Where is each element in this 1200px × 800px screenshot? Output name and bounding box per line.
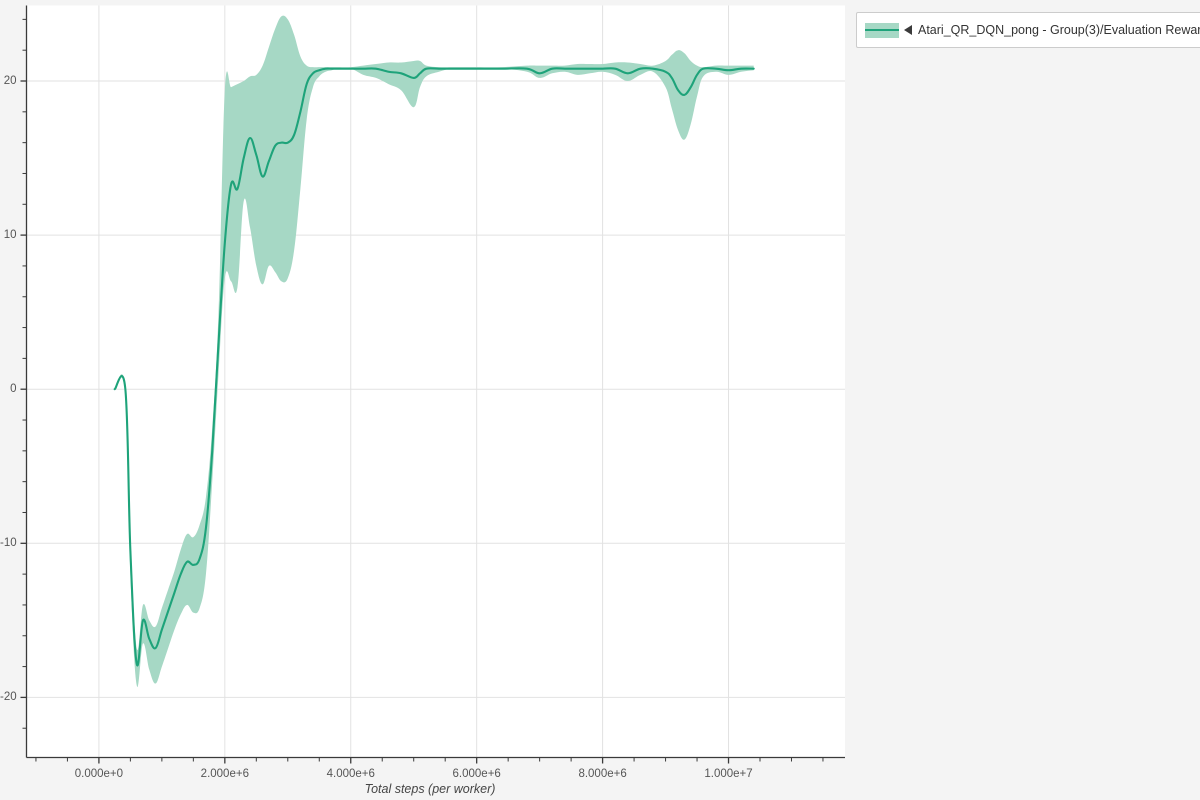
y-tick-label: 0 [10,383,17,396]
x-tick-label: 6.000e+6 [452,767,501,780]
y-tick-label: 10 [3,229,17,242]
series-line [113,67,755,667]
axis-spines [25,5,845,759]
legend-color-swatch [865,22,899,38]
x-tick-label: 4.000e+6 [326,767,375,780]
legend-line-swatch [865,29,899,31]
gridlines [26,5,845,758]
uncertainty-band [114,15,754,688]
x-tick-label: 0.000e+0 [74,767,124,780]
chart-figure: Total steps (per worker) 20 10 0 -10 -20 0.00… [0,5,845,796]
left-triangle-icon [904,25,912,35]
x-axis-title: Total steps (per worker) [364,782,496,796]
x-tick-label: 1.000e+7 [704,767,753,780]
x-tick-label: 8.000e+6 [578,767,627,780]
axis-ticks [20,18,824,764]
y-tick-label: -20 [0,691,17,704]
plot-canvas [20,5,845,764]
legend-entry-0[interactable]: Atari_QR_DQN_pong - Group(3)/Evaluation … [865,22,1200,38]
legend-entry-label: Atari_QR_DQN_pong - Group(3)/Evaluation … [918,23,1200,37]
y-tick-label: -10 [0,537,17,550]
legend[interactable]: Atari_QR_DQN_pong - Group(3)/Evaluation … [856,12,1200,48]
x-tick-label: 2.000e+6 [200,767,249,780]
y-tick-label: 20 [3,75,17,87]
